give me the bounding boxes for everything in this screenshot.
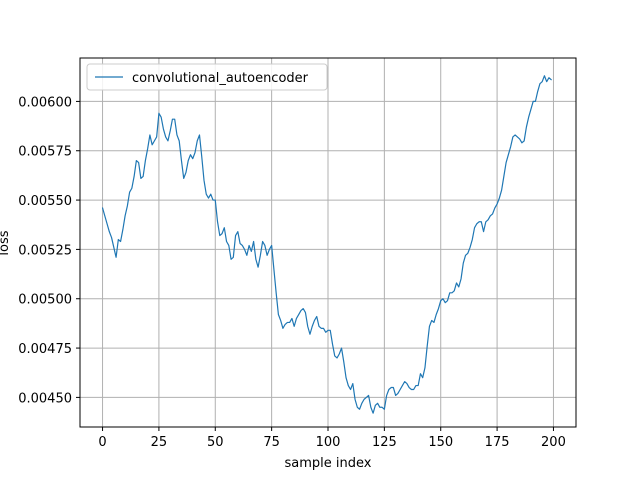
y-tick-label: 0.00450 [18,391,72,406]
x-tick-label: 75 [263,435,280,450]
x-tick-label: 150 [428,435,453,450]
y-tick-label: 0.00575 [18,145,72,160]
grid-lines [80,58,576,427]
y-tick-label: 0.00600 [18,95,72,110]
x-tick-label: 25 [151,435,168,450]
x-tick-label: 125 [372,435,397,450]
y-tick-label: 0.00550 [18,194,72,209]
y-axis-ticks: 0.00450 0.00475 0.00500 0.00525 0.00550 0.005… [18,95,80,406]
x-axis-ticks: 0 25 50 75 100 125 150 175 200 [98,427,566,450]
x-tick-label: 100 [316,435,341,450]
y-tick-label: 0.00500 [18,293,72,308]
legend-entry-label: convolutional_autoencoder [132,71,309,86]
x-tick-label: 200 [541,435,566,450]
legend: convolutional_autoencoder [86,63,328,91]
x-tick-label: 175 [485,435,510,450]
x-tick-label: 50 [207,435,224,450]
y-tick-label: 0.00475 [18,342,72,357]
series-line [101,75,552,414]
y-tick-label: 0.00525 [18,243,72,258]
x-axis-label: sample index [285,456,372,471]
series-layer [101,75,552,414]
x-tick-label: 0 [98,435,106,450]
y-axis-label: loss [0,230,12,255]
legend-box [86,63,328,91]
